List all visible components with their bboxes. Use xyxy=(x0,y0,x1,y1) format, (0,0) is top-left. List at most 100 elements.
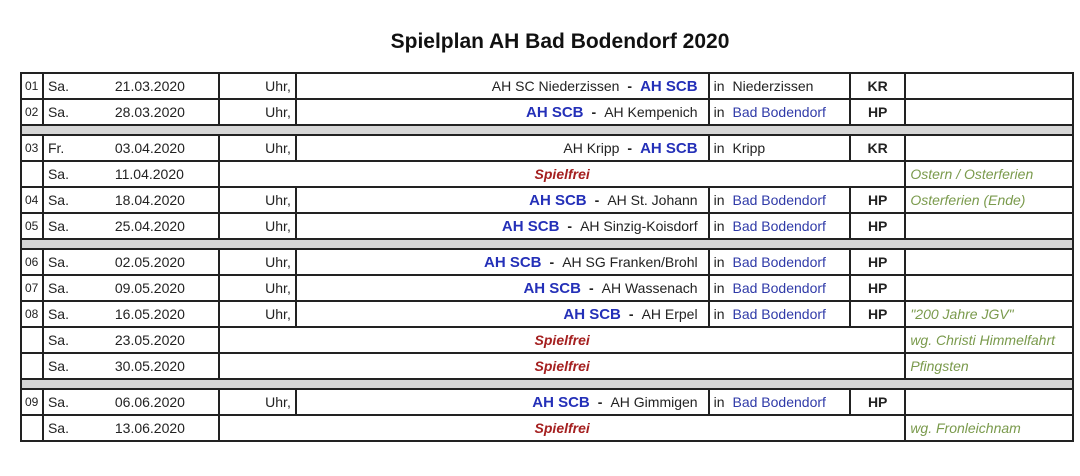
game-number: 04 xyxy=(20,186,44,214)
away-team: AH SG Franken/Brohl xyxy=(562,253,698,270)
location-name: Bad Bodendorf xyxy=(732,306,826,322)
note: wg. Fronleichnam xyxy=(904,414,1074,442)
date: 28.03.2020 xyxy=(110,98,221,126)
game-row: 09 Sa. 06.06.2020 Uhr, AH SCB - AH Gimmigen in B… xyxy=(20,388,1074,416)
home-team: AH SC Niederzissen xyxy=(491,77,620,94)
game-number: 09 xyxy=(20,388,44,416)
location: in Bad Bodendorf xyxy=(707,274,852,302)
location: in Bad Bodendorf xyxy=(707,98,852,126)
game-number: 06 xyxy=(20,248,44,276)
location-name: Bad Bodendorf xyxy=(732,104,826,120)
dash: - xyxy=(591,103,597,120)
time: Uhr, xyxy=(218,134,297,162)
weekday: Sa. xyxy=(41,274,111,302)
location: in Niederzissen xyxy=(707,72,852,100)
location: in Bad Bodendorf xyxy=(707,212,852,240)
time-label: Uhr, xyxy=(265,280,291,296)
game-row: 05 Sa. 25.04.2020 Uhr, AH SCB - AH Sinzig-Kois… xyxy=(20,212,1074,240)
separator-row xyxy=(20,238,1074,250)
spielfrei: Spielfrei xyxy=(218,414,907,442)
game-number: 05 xyxy=(20,212,44,240)
separator xyxy=(20,124,1074,136)
away-team: AH St. Johann xyxy=(607,191,698,208)
in-label: in xyxy=(713,104,725,120)
note: Osterferien (Ende) xyxy=(904,186,1074,214)
away-team: AH Gimmigen xyxy=(610,393,698,410)
venue-code: HP xyxy=(849,300,907,328)
dash: - xyxy=(594,191,600,208)
page-title: Spielplan AH Bad Bodendorf 2020 xyxy=(390,30,730,53)
location-name: Bad Bodendorf xyxy=(732,192,826,208)
location: in Bad Bodendorf xyxy=(707,300,852,328)
dash: - xyxy=(588,279,594,296)
time-label: Uhr, xyxy=(265,192,291,208)
note: "200 Jahre JGV" xyxy=(904,300,1074,328)
in-label: in xyxy=(713,218,725,234)
venue-code: HP xyxy=(849,98,907,126)
venue-code: HP xyxy=(849,186,907,214)
note xyxy=(904,134,1074,162)
free-row: Sa. 13.06.2020 Spielfrei wg. Fronleichnam xyxy=(20,414,1074,442)
match: AH SCB - AH St. Johann xyxy=(294,186,710,214)
date: 02.05.2020 xyxy=(110,248,221,276)
game-number: 02 xyxy=(20,98,44,126)
note xyxy=(904,212,1074,240)
match: AH Kripp - AH SCB xyxy=(294,134,710,162)
location-name: Bad Bodendorf xyxy=(732,394,826,410)
date: 30.05.2020 xyxy=(110,352,221,380)
date: 13.06.2020 xyxy=(110,414,221,442)
time: Uhr, xyxy=(218,274,297,302)
time-label: Uhr, xyxy=(265,254,291,270)
separator-row xyxy=(20,378,1074,390)
note: Ostern / Osterferien xyxy=(904,160,1074,188)
location: in Bad Bodendorf xyxy=(707,248,852,276)
date: 23.05.2020 xyxy=(110,326,221,354)
time: Uhr, xyxy=(218,300,297,328)
location: in Bad Bodendorf xyxy=(707,186,852,214)
in-label: in xyxy=(713,78,725,94)
time-label: Uhr, xyxy=(265,394,291,410)
date: 21.03.2020 xyxy=(110,72,221,100)
weekday: Sa. xyxy=(41,352,111,380)
weekday: Sa. xyxy=(41,300,111,328)
game-number xyxy=(20,352,44,380)
dash: - xyxy=(549,253,555,270)
separator-row xyxy=(20,124,1074,136)
time: Uhr, xyxy=(218,72,297,100)
free-row: Sa. 30.05.2020 Spielfrei Pfingsten xyxy=(20,352,1074,380)
note xyxy=(904,72,1074,100)
venue-code: KR xyxy=(849,134,907,162)
note xyxy=(904,274,1074,302)
time-label: Uhr, xyxy=(265,218,291,234)
location-name: Bad Bodendorf xyxy=(732,218,826,234)
game-row: 06 Sa. 02.05.2020 Uhr, AH SCB - AH SG Franken/… xyxy=(20,248,1074,276)
in-label: in xyxy=(713,394,725,410)
match: AH SCB - AH SG Franken/Brohl xyxy=(294,248,710,276)
dash: - xyxy=(628,305,634,322)
game-number: 08 xyxy=(20,300,44,328)
date: 11.04.2020 xyxy=(110,160,221,188)
game-number xyxy=(20,414,44,442)
dash: - xyxy=(627,77,633,94)
away-team: AH SCB xyxy=(640,77,698,95)
time: Uhr, xyxy=(218,186,297,214)
game-row: 02 Sa. 28.03.2020 Uhr, AH SCB - AH Kempenich in… xyxy=(20,98,1074,126)
game-row: 08 Sa. 16.05.2020 Uhr, AH SCB - AH Erpel in Bad … xyxy=(20,300,1074,328)
weekday: Sa. xyxy=(41,388,111,416)
game-row: 03 Fr. 03.04.2020 Uhr, AH Kripp - AH SCB in Krip… xyxy=(20,134,1074,162)
match: AH SCB - AH Kempenich xyxy=(294,98,710,126)
home-team: AH SCB xyxy=(529,191,587,209)
date: 18.04.2020 xyxy=(110,186,221,214)
location-name: Bad Bodendorf xyxy=(732,280,826,296)
time: Uhr, xyxy=(218,212,297,240)
game-number xyxy=(20,160,44,188)
game-row: 01 Sa. 21.03.2020 Uhr, AH SC Niederzissen - AH… xyxy=(20,72,1074,100)
home-team: AH SCB xyxy=(484,253,542,271)
venue-code: HP xyxy=(849,388,907,416)
date: 09.05.2020 xyxy=(110,274,221,302)
game-row: 04 Sa. 18.04.2020 Uhr, AH SCB - AH St. Johann i… xyxy=(20,186,1074,214)
note xyxy=(904,248,1074,276)
away-team: AH Erpel xyxy=(641,305,698,322)
weekday: Sa. xyxy=(41,72,111,100)
date: 03.04.2020 xyxy=(110,134,221,162)
